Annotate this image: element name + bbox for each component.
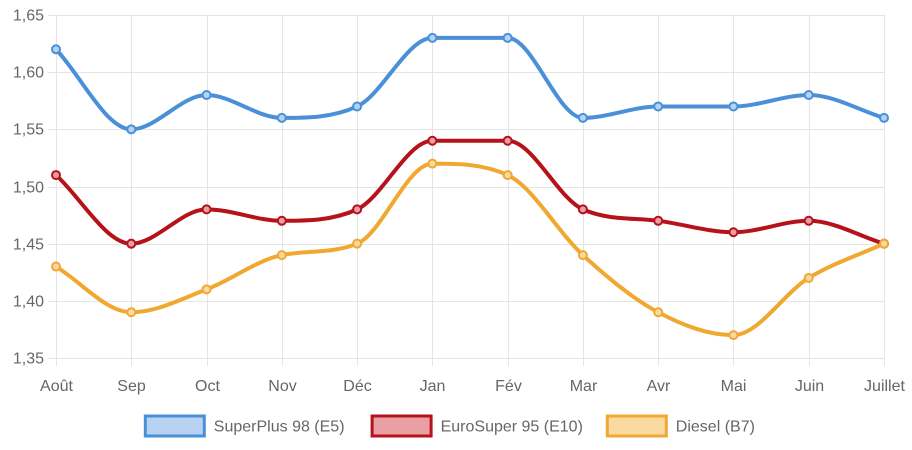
data-point[interactable] (803, 90, 814, 101)
y-tick-label: 1,50 (13, 180, 44, 197)
legend-label: EuroSuper 95 (E10) (441, 419, 583, 436)
data-point[interactable] (577, 112, 588, 123)
data-point[interactable] (51, 261, 61, 272)
legend-item[interactable]: SuperPlus 98 (E5) (143, 414, 345, 438)
data-point[interactable] (653, 101, 664, 112)
data-point[interactable] (201, 284, 212, 295)
y-tick-label: 1,55 (13, 122, 44, 139)
data-point[interactable] (653, 307, 664, 318)
data-point[interactable] (879, 238, 889, 249)
data-point[interactable] (352, 204, 363, 215)
data-point[interactable] (803, 272, 814, 283)
x-tick-label: Mai (721, 378, 747, 395)
series-line (54, 35, 886, 132)
data-point[interactable] (728, 101, 739, 112)
data-point[interactable] (803, 215, 814, 226)
data-point[interactable] (51, 44, 61, 55)
x-tick-label: Oct (195, 378, 220, 395)
x-tick-label: Avr (647, 378, 671, 395)
data-point[interactable] (502, 32, 513, 43)
data-point[interactable] (352, 101, 363, 112)
series-1 (51, 32, 889, 135)
data-point[interactable] (126, 238, 137, 249)
x-axis: Août Sep Oct Nov Déc Jan Fév Mar Avr Mai Juin Juill… (40, 378, 905, 395)
y-tick-label: 1,65 (13, 8, 44, 25)
series-line (54, 138, 886, 246)
legend-label: Diesel (B7) (676, 419, 755, 436)
data-point[interactable] (276, 250, 287, 261)
data-point[interactable] (427, 158, 438, 169)
data-point[interactable] (502, 170, 513, 181)
data-point[interactable] (201, 204, 212, 215)
x-tick-label: Déc (343, 378, 371, 395)
legend-swatch (370, 414, 433, 438)
x-tick-label: Juillet (864, 378, 905, 395)
legend-swatch (605, 414, 668, 438)
data-point[interactable] (352, 238, 363, 249)
x-tick-label: Nov (268, 378, 296, 395)
grid-layer (48, 15, 885, 366)
data-point[interactable] (276, 215, 287, 226)
data-point[interactable] (502, 135, 513, 146)
y-tick-label: 1,35 (13, 351, 44, 368)
series-line (54, 161, 886, 338)
x-tick-label: Jan (420, 378, 446, 395)
series-3 (51, 158, 889, 341)
series-2 (51, 135, 889, 249)
legend-label: SuperPlus 98 (E5) (214, 419, 345, 436)
x-tick-label: Août (40, 378, 73, 395)
data-point[interactable] (126, 124, 137, 135)
y-tick-label: 1,60 (13, 65, 44, 82)
legend-item[interactable]: EuroSuper 95 (E10) (370, 414, 583, 438)
data-point[interactable] (577, 204, 588, 215)
data-point[interactable] (427, 32, 438, 43)
data-point[interactable] (201, 90, 212, 101)
data-point[interactable] (51, 170, 61, 181)
data-point[interactable] (427, 135, 438, 146)
data-point[interactable] (728, 330, 739, 341)
x-tick-label: Fév (495, 378, 522, 395)
data-point[interactable] (577, 250, 588, 261)
data-point[interactable] (879, 112, 889, 123)
data-point[interactable] (126, 307, 137, 318)
legend[interactable]: SuperPlus 98 (E5) EuroSuper 95 (E10) Diese… (143, 414, 755, 438)
data-point[interactable] (728, 227, 739, 238)
y-tick-label: 1,45 (13, 237, 44, 254)
legend-item[interactable]: Diesel (B7) (605, 414, 755, 438)
y-axis: 1,35 1,40 1,45 1,50 1,55 1,60 1,65 (13, 8, 44, 368)
x-tick-label: Sep (117, 378, 146, 395)
data-point[interactable] (653, 215, 664, 226)
legend-swatch (143, 414, 206, 438)
data-point[interactable] (276, 112, 287, 123)
x-tick-label: Juin (795, 378, 824, 395)
series-layer (51, 32, 889, 341)
x-tick-label: Mar (570, 378, 598, 395)
y-tick-label: 1,40 (13, 294, 44, 311)
